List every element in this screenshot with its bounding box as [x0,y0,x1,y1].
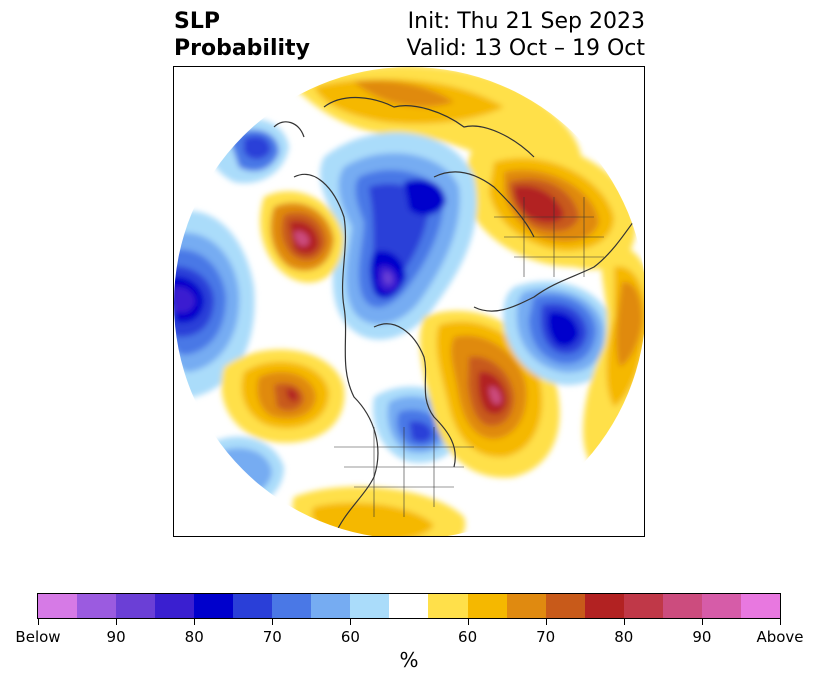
colorbar-segment [506,594,546,618]
colorbar-segment [38,594,78,618]
colorbar-segment [662,594,702,618]
colorbar-tick-label: 80 [614,628,634,646]
map-title-left: SLP Probability [174,8,310,62]
colorbar-segment [77,594,117,618]
colorbar-tick-label: 60 [458,628,478,646]
colorbar-tick [701,619,703,625]
init-date-label: Init: Thu 21 Sep 2023 [407,9,645,34]
colorbar-segment [428,594,468,618]
probability-map [173,66,645,537]
colorbar-segment [467,594,507,618]
colorbar-segment [194,594,234,618]
colorbar-tick-label: 70 [262,628,282,646]
metric-label: Probability [174,36,310,61]
colorbar-segment [623,594,663,618]
colorbar-tick [194,619,196,625]
colorbar-segment [116,594,156,618]
polar-map-svg [174,67,644,536]
colorbar-tick [38,619,39,625]
colorbar-tick [545,619,547,625]
coastlines [273,96,644,536]
valid-range-label: Valid: 13 Oct – 19 Oct [406,36,645,61]
variable-label: SLP [174,9,220,34]
colorbar-segment [350,594,390,618]
colorbar-segment [389,594,429,618]
colorbar-tick [272,619,274,625]
colorbar-tick [350,619,352,625]
colorbar-segment [311,594,351,618]
colorbar-tick [623,619,625,625]
colorbar-tick [116,619,118,625]
map-title-right: Init: Thu 21 Sep 2023 Valid: 13 Oct – 19… [407,8,645,62]
colorbar-tick [780,619,781,625]
probability-contours [174,67,644,536]
colorbar [37,593,781,619]
colorbar-segment [545,594,585,618]
colorbar-tick [467,619,469,625]
colorbar-tick-label: 90 [692,628,712,646]
colorbar-tick-label: 80 [184,628,204,646]
colorbar-segment [272,594,312,618]
colorbar-segment [584,594,624,618]
colorbar-tick-label: 90 [106,628,126,646]
colorbar-tick-label: Above [756,628,804,646]
colorbar-tick-label: 70 [536,628,556,646]
colorbar-tick-label: Below [15,628,61,646]
colorbar-segment [233,594,273,618]
political-borders [334,197,604,517]
colorbar-unit-label: % [399,648,419,672]
colorbar-segment [155,594,195,618]
colorbar-segment [740,594,780,618]
colorbar-tick-label: 60 [340,628,360,646]
colorbar-segment [701,594,741,618]
